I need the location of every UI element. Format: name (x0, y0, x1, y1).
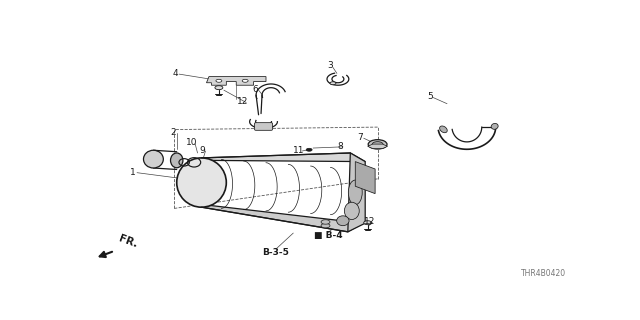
Polygon shape (348, 153, 365, 232)
Text: 1: 1 (130, 168, 136, 177)
Text: FR.: FR. (117, 234, 139, 250)
Circle shape (306, 148, 312, 151)
Text: 2: 2 (170, 128, 176, 137)
Circle shape (216, 79, 222, 82)
Text: THR4B0420: THR4B0420 (521, 269, 566, 278)
Text: 10: 10 (186, 138, 197, 147)
Circle shape (330, 82, 336, 85)
Ellipse shape (170, 153, 183, 168)
Text: 11: 11 (292, 146, 304, 155)
FancyBboxPatch shape (255, 123, 273, 130)
Ellipse shape (368, 140, 387, 149)
Polygon shape (355, 162, 375, 194)
Text: 12: 12 (237, 97, 248, 106)
Text: 6: 6 (253, 85, 259, 94)
Circle shape (242, 79, 248, 82)
Ellipse shape (143, 150, 163, 168)
Ellipse shape (321, 223, 330, 228)
Polygon shape (202, 205, 363, 232)
Text: 9: 9 (200, 146, 205, 155)
Text: 5: 5 (428, 92, 433, 101)
Circle shape (215, 86, 223, 90)
Polygon shape (207, 76, 266, 85)
Ellipse shape (440, 126, 447, 133)
Circle shape (364, 221, 372, 225)
Text: 12: 12 (364, 217, 375, 226)
Ellipse shape (491, 124, 498, 129)
Text: B-3-5: B-3-5 (262, 248, 289, 257)
Ellipse shape (337, 216, 349, 226)
Ellipse shape (321, 220, 330, 224)
Polygon shape (202, 153, 365, 162)
Ellipse shape (177, 158, 227, 207)
Text: 7: 7 (357, 133, 363, 142)
Ellipse shape (372, 142, 383, 147)
Polygon shape (367, 144, 388, 148)
Text: 8: 8 (337, 141, 343, 151)
Ellipse shape (348, 180, 362, 205)
Ellipse shape (344, 202, 359, 220)
Text: 4: 4 (173, 69, 179, 78)
Text: 3: 3 (328, 61, 333, 70)
Text: ■ B-4: ■ B-4 (314, 231, 342, 240)
